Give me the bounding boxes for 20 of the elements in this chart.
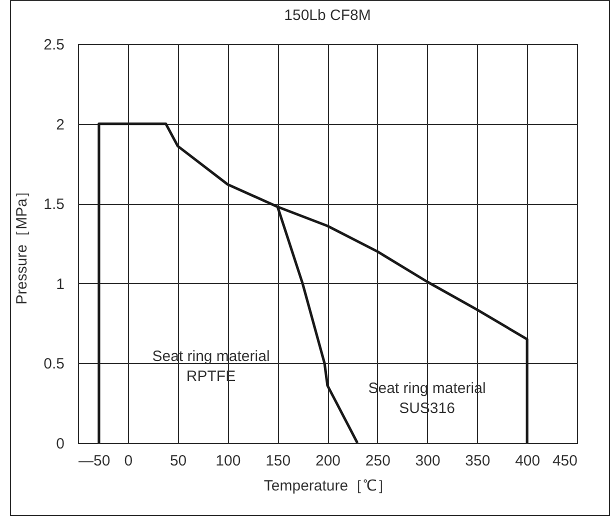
x-tick-label: 300 xyxy=(415,452,440,470)
y-tick-label: 2.5 xyxy=(44,36,64,54)
y-tick-label: 1.5 xyxy=(44,196,64,214)
x-tick-label: 0 xyxy=(124,452,133,470)
x-tick-label: 400 xyxy=(515,452,540,470)
y-axis-title: Pressure［MPa］ xyxy=(14,184,31,304)
x-tick-label: 250 xyxy=(365,452,390,470)
x-axis-title: Temperature［℃］ xyxy=(264,478,392,494)
x-tick-label: 450 xyxy=(552,452,578,470)
y-tick-label: 0.5 xyxy=(44,356,64,373)
x-tick-label: 200 xyxy=(315,452,341,470)
x-tick-label: 350 xyxy=(465,452,490,470)
x-tick-label: 50 xyxy=(170,452,187,470)
x-tick-label: 100 xyxy=(216,452,241,470)
x-tick-label: 150 xyxy=(266,452,291,470)
x-tick-label: —50 xyxy=(78,452,110,470)
y-tick-label: 2 xyxy=(56,116,64,134)
y-tick-label: 1 xyxy=(56,276,64,293)
chart-title: 150Lb CF8M xyxy=(284,7,371,24)
y-tick-label: 0 xyxy=(56,436,64,452)
